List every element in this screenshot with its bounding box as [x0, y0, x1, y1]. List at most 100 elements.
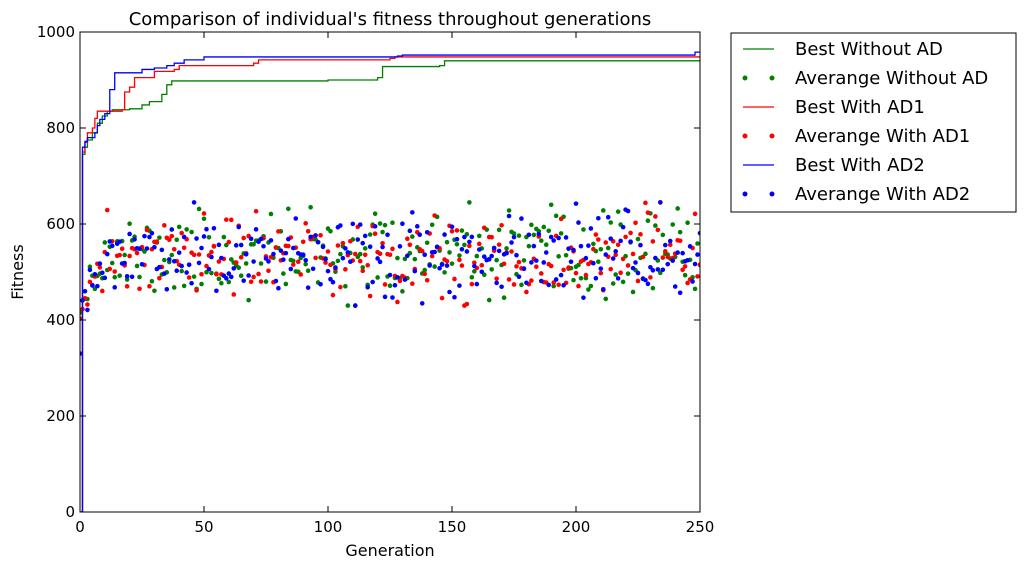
- data-point: [402, 256, 408, 262]
- data-point: [524, 289, 529, 295]
- data-point: [191, 200, 197, 205]
- data-point: [476, 233, 482, 239]
- data-point: [410, 210, 415, 215]
- data-point: [476, 241, 482, 247]
- data-point: [258, 279, 264, 284]
- data-point: [610, 256, 616, 261]
- data-point: [196, 206, 202, 212]
- data-point: [479, 262, 485, 268]
- y-axis-label: Fitness: [8, 244, 27, 299]
- data-point: [109, 260, 115, 266]
- data-point: [662, 249, 668, 254]
- data-point: [566, 265, 571, 270]
- legend-dot-marker: [742, 191, 748, 197]
- data-point: [494, 280, 499, 286]
- data-point: [479, 269, 485, 275]
- data-point: [382, 282, 388, 287]
- data-point: [219, 280, 224, 286]
- data-point: [251, 259, 256, 264]
- data-point: [152, 288, 157, 294]
- data-point: [588, 283, 594, 289]
- data-point: [653, 255, 658, 261]
- data-point: [387, 272, 393, 278]
- data-point: [489, 267, 494, 272]
- data-point: [695, 252, 700, 257]
- data-point: [695, 274, 700, 279]
- data-point: [526, 243, 532, 249]
- data-point: [117, 273, 122, 278]
- data-point: [524, 280, 529, 286]
- data-point: [586, 243, 591, 248]
- data-point: [243, 261, 249, 266]
- data-point: [625, 263, 631, 268]
- data-point: [558, 272, 564, 278]
- data-point: [352, 303, 358, 308]
- data-point: [576, 262, 581, 268]
- data-point: [529, 278, 534, 283]
- legend-item: Best Without AD: [743, 39, 943, 60]
- legend-dot-marker: [742, 75, 748, 81]
- data-point: [697, 262, 700, 267]
- data-point: [152, 244, 157, 250]
- data-point: [501, 261, 507, 267]
- data-point: [591, 241, 596, 247]
- data-point: [546, 282, 552, 288]
- data-point: [380, 244, 385, 250]
- data-point: [692, 261, 698, 267]
- data-point: [469, 234, 475, 240]
- data-point: [325, 268, 331, 274]
- data-point: [333, 265, 338, 270]
- data-point: [216, 276, 222, 282]
- data-point: [628, 239, 633, 244]
- data-point: [258, 236, 264, 242]
- data-point: [174, 237, 180, 243]
- data-point: [680, 267, 685, 273]
- data-point: [568, 259, 574, 265]
- data-point: [598, 246, 604, 252]
- data-point: [543, 250, 549, 255]
- data-point: [236, 265, 242, 271]
- data-point: [390, 295, 395, 300]
- data-point: [457, 253, 462, 258]
- x-tick-label: 250: [686, 518, 715, 536]
- data-point: [176, 250, 182, 255]
- y-tick-label: 1000: [37, 23, 75, 41]
- data-point: [313, 255, 318, 261]
- data-point: [273, 245, 279, 250]
- data-point: [343, 283, 348, 289]
- data-point: [224, 276, 229, 281]
- data-point: [298, 272, 304, 277]
- data-point: [142, 233, 147, 239]
- data-point: [85, 302, 90, 307]
- data-point: [427, 263, 432, 268]
- data-point: [211, 243, 217, 249]
- data-point: [424, 229, 430, 235]
- data-point: [432, 249, 437, 255]
- data-point: [506, 213, 512, 219]
- data-point: [600, 286, 606, 292]
- data-point: [273, 278, 279, 284]
- data-point: [581, 227, 586, 232]
- data-point: [87, 264, 93, 270]
- data-point: [424, 240, 430, 246]
- data-point: [405, 253, 410, 259]
- data-point: [653, 214, 658, 219]
- data-point: [489, 253, 494, 259]
- y-tick-label: 200: [46, 407, 75, 425]
- data-point: [204, 226, 209, 232]
- data-point: [199, 271, 204, 277]
- data-point: [658, 270, 663, 276]
- data-point: [685, 220, 690, 226]
- data-point: [293, 216, 299, 221]
- data-point: [201, 216, 207, 222]
- data-point: [362, 246, 368, 251]
- data-point: [238, 255, 244, 260]
- data-point: [233, 243, 239, 248]
- data-point: [162, 257, 167, 263]
- data-point: [216, 259, 222, 264]
- data-point: [228, 217, 234, 223]
- data-point: [149, 278, 155, 284]
- data-point: [102, 240, 108, 245]
- series-4-line: [80, 51, 700, 512]
- data-point: [623, 234, 628, 240]
